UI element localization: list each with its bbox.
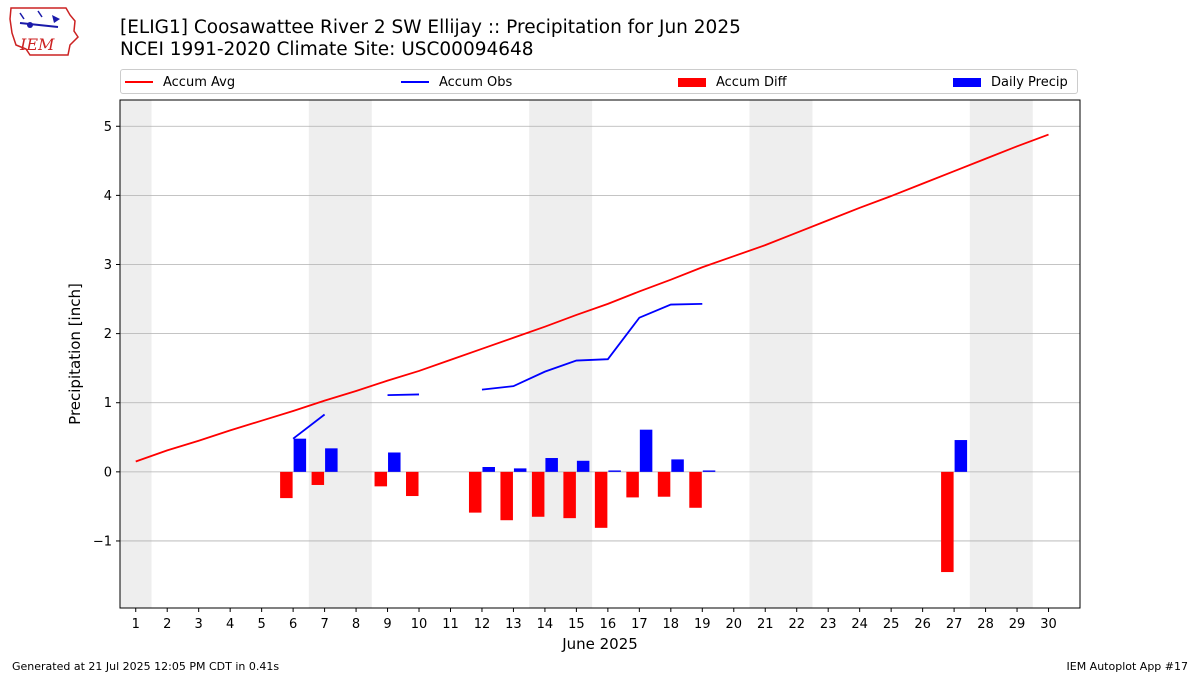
bar-accum-diff-day-7 [311, 471, 325, 485]
x-tick-label-13: 13 [505, 617, 522, 632]
bar-daily-precip-day-12 [482, 467, 495, 472]
line-accum-obs-segment-0 [292, 413, 326, 440]
x-tick-label-1: 1 [132, 617, 140, 632]
y-tick-label-2: 2 [104, 327, 112, 342]
weekend-band-2 [529, 100, 593, 608]
x-tick-label-6: 6 [289, 617, 297, 632]
legend-swatch-accum-avg [125, 81, 153, 83]
x-tick-label-9: 9 [383, 617, 391, 632]
legend-label-daily-precip: Daily Precip [991, 74, 1068, 90]
chart-title: [ELIG1] Coosawattee River 2 SW Ellijay :… [120, 17, 741, 38]
weekend-band-0 [120, 100, 152, 608]
legend-swatch-accum-diff [678, 77, 706, 87]
x-tick-label-3: 3 [195, 617, 203, 632]
weekend-band-3 [749, 100, 813, 608]
bar-daily-precip-day-17 [639, 429, 653, 472]
bar-daily-precip-day-16 [608, 470, 621, 472]
legend-label-accum-avg: Accum Avg [163, 74, 236, 90]
bar-accum-diff-day-12 [468, 471, 482, 513]
x-tick-label-23: 23 [820, 617, 837, 632]
bar-accum-diff-day-27 [941, 471, 954, 573]
bar-daily-precip-day-27 [954, 440, 968, 472]
weekend-band-1 [308, 100, 372, 608]
weekend-band-4 [969, 100, 1033, 608]
legend-label-accum-obs: Accum Obs [439, 74, 513, 90]
x-tick-label-28: 28 [977, 617, 994, 632]
line-accum-avg [135, 133, 1049, 463]
x-tick-label-26: 26 [914, 617, 931, 632]
bar-accum-diff-day-18 [657, 471, 671, 497]
x-tick-label-7: 7 [320, 617, 328, 632]
x-tick-label-27: 27 [946, 617, 963, 632]
line-accum-obs-segment-2 [481, 302, 703, 391]
x-tick-label-29: 29 [1009, 617, 1026, 632]
bar-daily-precip-day-7 [325, 448, 338, 472]
chart-subtitle: NCEI 1991-2020 Climate Site: USC00094648 [120, 39, 534, 60]
bar-accum-diff-day-13 [500, 471, 513, 521]
x-tick-label-19: 19 [694, 617, 711, 632]
bar-accum-diff-day-19 [689, 471, 702, 508]
bar-daily-precip-day-18 [671, 459, 684, 472]
x-tick-label-17: 17 [631, 617, 648, 632]
legend-item-accum-avg: Accum Avg [125, 73, 235, 91]
x-tick-label-4: 4 [226, 617, 234, 632]
x-tick-label-11: 11 [442, 617, 459, 632]
x-tick-label-10: 10 [411, 617, 428, 632]
legend-swatch-daily-precip [953, 77, 981, 87]
legend-item-daily-precip: Daily Precip [953, 73, 1068, 91]
x-tick-label-24: 24 [851, 617, 868, 632]
x-tick-label-8: 8 [352, 617, 360, 632]
bar-accum-diff-day-14 [531, 471, 545, 517]
x-tick-label-30: 30 [1040, 617, 1057, 632]
generated-note: Generated at 21 Jul 2025 12:05 PM CDT in… [12, 660, 280, 673]
iem-logo-graphic: IEM [9, 7, 79, 56]
legend-label-accum-diff: Accum Diff [716, 74, 787, 90]
x-tick-label-5: 5 [257, 617, 265, 632]
x-tick-label-14: 14 [537, 617, 554, 632]
x-tick-label-18: 18 [663, 617, 680, 632]
x-tick-label-12: 12 [474, 617, 491, 632]
bar-accum-diff-day-15 [563, 471, 576, 519]
legend-swatch-accum-obs [401, 81, 429, 83]
y-tick-label-5: 5 [104, 120, 112, 135]
y-tick-label-0: 0 [104, 465, 112, 480]
plot-frame [119, 99, 1081, 609]
bar-accum-diff-day-16 [594, 471, 608, 528]
x-tick-label-15: 15 [568, 617, 585, 632]
bar-daily-precip-day-14 [545, 458, 558, 472]
y-tick-label-3: 3 [104, 258, 112, 273]
x-tick-label-20: 20 [725, 617, 742, 632]
bar-daily-precip-day-6 [293, 438, 307, 472]
x-axis-title: June 2025 [561, 635, 638, 653]
bar-daily-precip-day-15 [576, 460, 590, 472]
y-tick-label--1: −1 [93, 534, 112, 549]
y-axis-title: Precipitation [inch] [66, 283, 84, 425]
legend-item-accum-obs: Accum Obs [401, 73, 512, 91]
bar-daily-precip-day-13 [513, 468, 527, 472]
x-tick-label-16: 16 [600, 617, 617, 632]
x-tick-label-22: 22 [788, 617, 805, 632]
x-tick-label-2: 2 [163, 617, 171, 632]
iem-logo: IEM [8, 5, 80, 59]
x-tick-label-21: 21 [757, 617, 774, 632]
y-tick-label-1: 1 [104, 396, 112, 411]
bar-daily-precip-day-9 [388, 452, 401, 472]
x-tick-label-25: 25 [883, 617, 900, 632]
bar-accum-diff-day-17 [626, 471, 639, 498]
app-label: IEM Autoplot App #17 [1066, 660, 1189, 673]
y-tick-label-4: 4 [104, 189, 112, 204]
legend-item-accum-diff: Accum Diff [678, 73, 787, 91]
bar-accum-diff-day-10 [406, 471, 419, 497]
bar-accum-diff-day-9 [374, 471, 388, 487]
bar-daily-precip-day-19 [702, 470, 716, 472]
logo-text: IEM [19, 35, 55, 54]
line-accum-obs-segment-1 [387, 393, 420, 397]
legend: Accum Avg Accum Obs Accum Diff Daily Pre… [120, 69, 1078, 94]
bar-accum-diff-day-6 [280, 471, 293, 499]
